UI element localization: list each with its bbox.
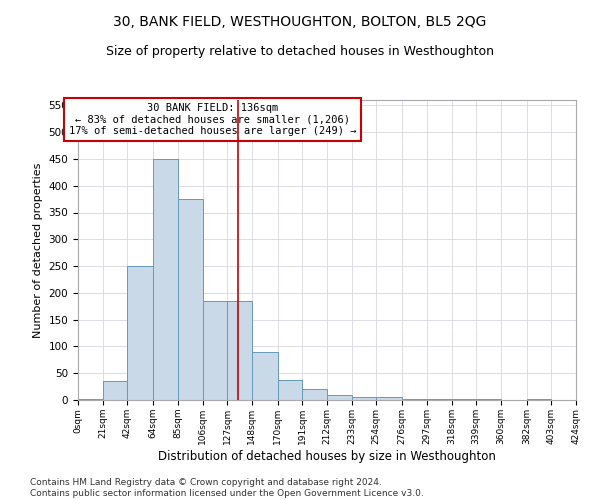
Bar bbox=[402, 399, 427, 400]
X-axis label: Distribution of detached houses by size in Westhoughton: Distribution of detached houses by size … bbox=[158, 450, 496, 462]
Bar bbox=[527, 399, 551, 400]
Bar bbox=[252, 352, 278, 400]
Bar bbox=[427, 399, 452, 400]
Bar bbox=[203, 301, 227, 400]
Y-axis label: Number of detached properties: Number of detached properties bbox=[33, 162, 43, 338]
Text: 30, BANK FIELD, WESTHOUGHTON, BOLTON, BL5 2QG: 30, BANK FIELD, WESTHOUGHTON, BOLTON, BL… bbox=[113, 15, 487, 29]
Bar bbox=[278, 380, 302, 400]
Bar bbox=[376, 398, 402, 400]
Bar bbox=[178, 199, 203, 400]
Bar bbox=[227, 301, 252, 400]
Text: Contains HM Land Registry data © Crown copyright and database right 2024.
Contai: Contains HM Land Registry data © Crown c… bbox=[30, 478, 424, 498]
Text: Size of property relative to detached houses in Westhoughton: Size of property relative to detached ho… bbox=[106, 45, 494, 58]
Bar bbox=[327, 394, 352, 400]
Bar bbox=[302, 390, 327, 400]
Bar bbox=[476, 399, 501, 400]
Text: 30 BANK FIELD: 136sqm
← 83% of detached houses are smaller (1,206)
17% of semi-d: 30 BANK FIELD: 136sqm ← 83% of detached … bbox=[69, 103, 356, 136]
Bar bbox=[153, 159, 178, 400]
Bar bbox=[352, 398, 376, 400]
Bar bbox=[78, 399, 103, 400]
Bar bbox=[127, 266, 153, 400]
Bar bbox=[103, 381, 127, 400]
